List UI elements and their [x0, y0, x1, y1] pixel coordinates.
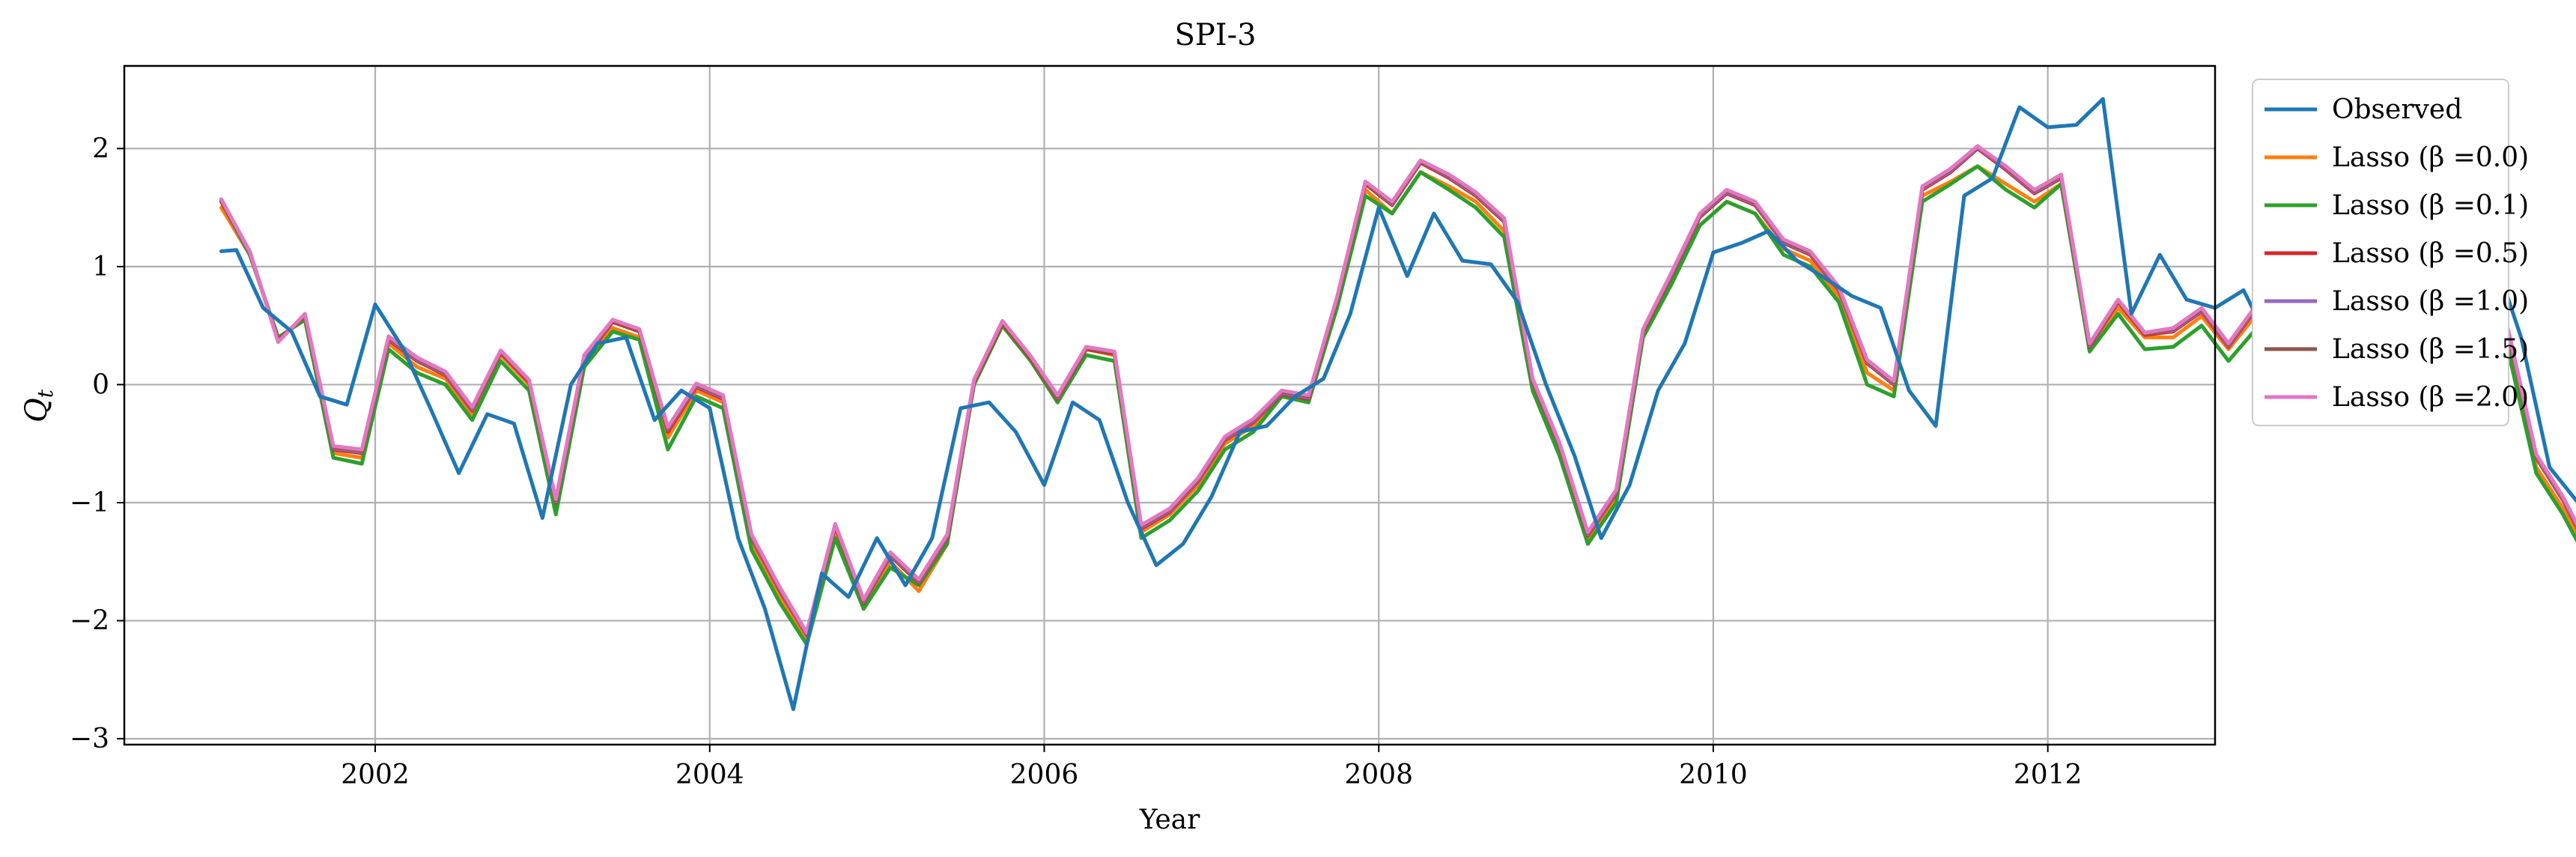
x-tick-label-2008: 2008	[1344, 760, 1413, 790]
y-axis-label-subscript: t	[33, 389, 58, 398]
x-tick-label-2010: 2010	[1679, 760, 1748, 790]
y-axis-label-main: Q	[19, 398, 54, 423]
legend-label-lasso-0-0: Lasso (β =0.0)	[2332, 142, 2529, 173]
legend-label-lasso-0-5: Lasso (β =0.5)	[2332, 238, 2529, 269]
y-tick-label-2: −2	[70, 606, 109, 637]
x-tick-label-2004: 2004	[675, 760, 744, 790]
legend-label-lasso-2-0: Lasso (β =2.0)	[2332, 382, 2529, 413]
series-line-observed	[219, 97, 2576, 712]
y-tick-label-1: −1	[70, 488, 109, 518]
legend-label-observed: Observed	[2332, 94, 2462, 125]
legend: Observed Lasso (β =0.0) Lasso (β =0.1) Lass…	[2252, 79, 2529, 426]
legend-label-lasso-1-5: Lasso (β =1.5)	[2332, 334, 2529, 365]
x-axis-label: Year	[1139, 805, 1200, 835]
y-axis-label: Qt	[19, 389, 58, 423]
x-tick-label-2012: 2012	[2014, 760, 2083, 790]
series-layer	[219, 97, 2576, 712]
chart-title: SPI-3	[1174, 18, 1256, 52]
y-tick-label-1: 1	[92, 252, 109, 282]
plot-frame	[123, 64, 2217, 746]
legend-label-lasso-0-1: Lasso (β =0.1)	[2332, 190, 2529, 221]
legend-label-lasso-1-0: Lasso (β =1.0)	[2332, 286, 2529, 317]
y-tick-label-3: −3	[70, 724, 109, 754]
series-line-lasso-2-0	[219, 144, 2576, 635]
legend-box	[2252, 79, 2509, 426]
y-tick-label-0: 0	[92, 369, 109, 400]
axis-ticks: 2002 2004 2006 2008 2010 2012 −3 −2 −1 0 1 2	[70, 133, 2083, 790]
x-tick-label-2006: 2006	[1010, 760, 1079, 790]
x-tick-label-2002: 2002	[341, 760, 410, 790]
y-tick-label-2: 2	[92, 133, 109, 164]
